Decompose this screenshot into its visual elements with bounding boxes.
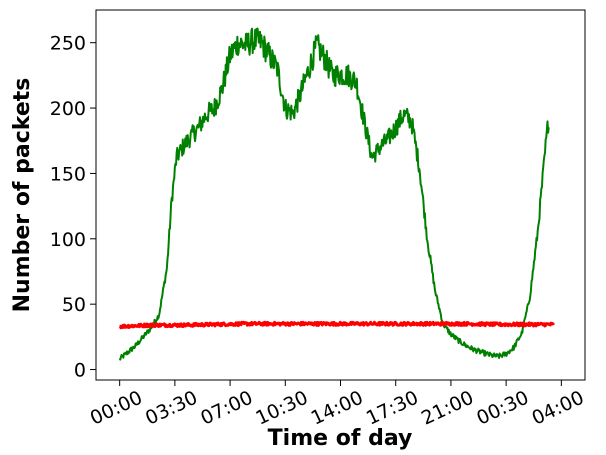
series-green-line (118, 27, 550, 361)
y-axis-label: Number of packets (10, 78, 35, 313)
y-tick-label: 150 (50, 163, 86, 185)
y-tick-label: 250 (50, 33, 86, 55)
x-tick-label: 07:00 (197, 387, 256, 430)
series-red-line (118, 320, 555, 330)
x-tick-label: 04:00 (529, 387, 588, 430)
x-tick-label: 00:00 (87, 387, 146, 430)
x-tick-label: 03:30 (142, 387, 201, 430)
y-tick-label: 100 (50, 229, 86, 251)
x-tick-label: 14:00 (308, 387, 367, 430)
x-tick-label: 00:30 (473, 387, 532, 430)
y-tick-label: 50 (62, 294, 86, 316)
y-tick-label: 0 (74, 360, 86, 382)
x-axis-label: Time of day (268, 426, 413, 451)
y-tick-label: 200 (50, 98, 86, 120)
x-tick-label: 10:30 (252, 387, 311, 430)
x-tick-label: 21:00 (418, 387, 477, 430)
x-tick-label: 17:30 (363, 387, 422, 430)
